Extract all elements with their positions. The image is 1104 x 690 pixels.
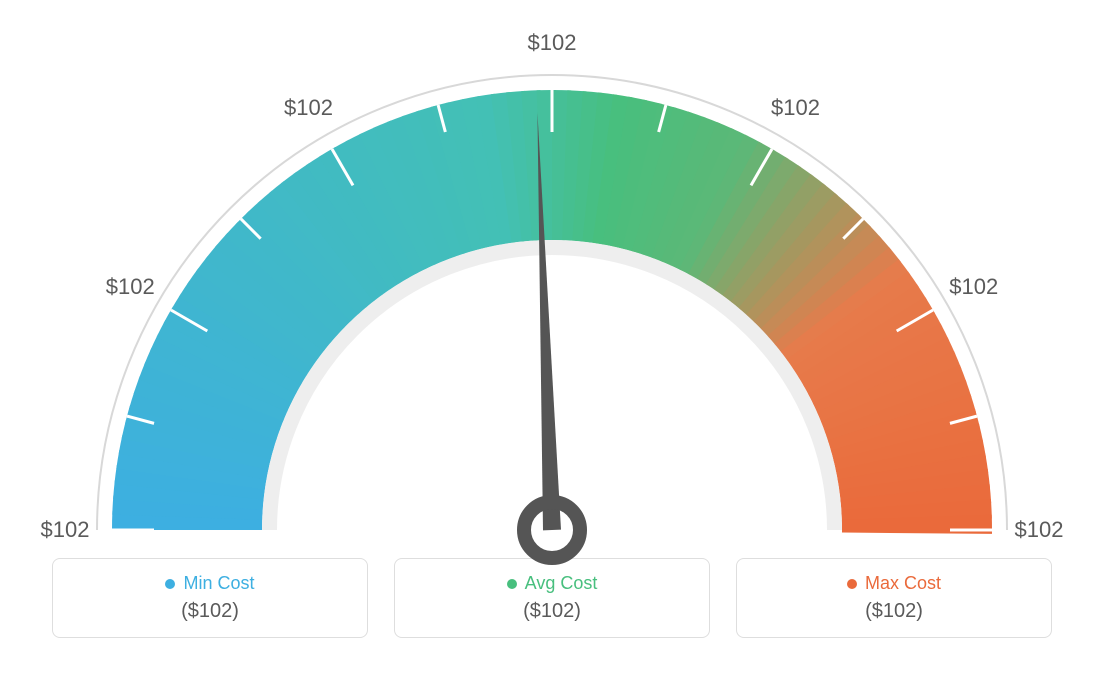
gauge-tick-label: $102 — [41, 517, 90, 543]
legend-value-min: ($102) — [181, 600, 239, 623]
dot-min — [165, 579, 175, 589]
legend-value-avg: ($102) — [523, 600, 581, 623]
dot-avg — [507, 579, 517, 589]
gauge-svg — [52, 20, 1052, 580]
gauge-tick-label: $102 — [949, 274, 998, 300]
legend-value-max: ($102) — [865, 600, 923, 623]
dot-max — [847, 579, 857, 589]
gauge-tick-label: $102 — [771, 95, 820, 121]
gauge-tick-label: $102 — [284, 95, 333, 121]
gauge-tick-label: $102 — [106, 274, 155, 300]
gauge-tick-label: $102 — [1015, 517, 1064, 543]
gauge-tick-label: $102 — [528, 30, 577, 56]
gauge-chart: $102$102$102$102$102$102$102 — [52, 20, 1052, 550]
